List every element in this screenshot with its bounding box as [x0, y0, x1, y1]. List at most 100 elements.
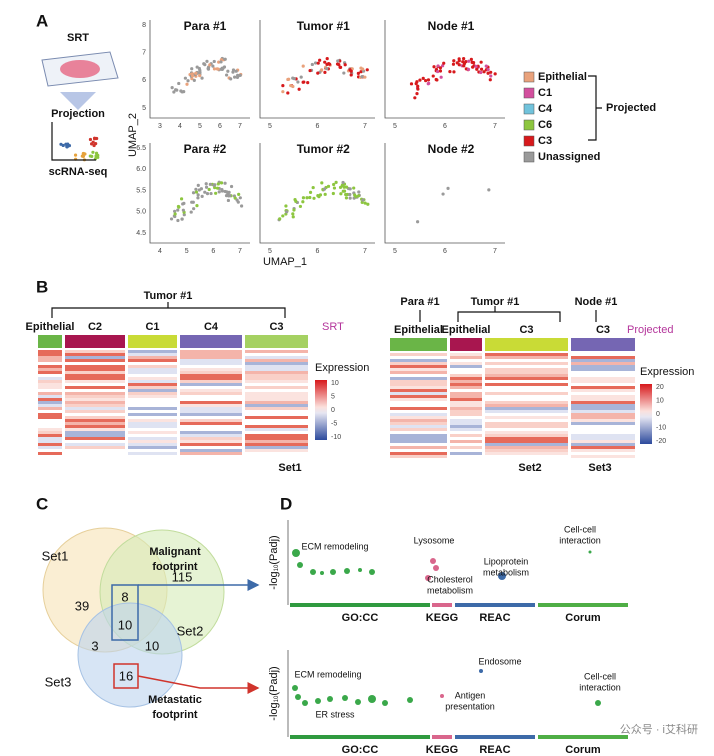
- heatmap-row: [180, 407, 242, 410]
- term-dot: [595, 700, 601, 706]
- cell-point: [278, 217, 282, 221]
- heatmap-row: [65, 452, 125, 455]
- heatmap-row: [65, 353, 125, 356]
- cell-point: [438, 66, 443, 70]
- heatmap-row: [245, 452, 308, 455]
- cell-point: [226, 69, 230, 73]
- colorbar-tick: 10: [656, 397, 664, 404]
- heatmap-row: [38, 395, 62, 398]
- heatmap-row: [485, 434, 568, 437]
- schematic-dot: [88, 137, 93, 142]
- colorbar-tick: 0: [331, 407, 335, 414]
- cell-point: [192, 207, 196, 211]
- cell-point: [281, 84, 285, 88]
- cell-point: [320, 181, 324, 185]
- heatmap-row: [128, 446, 177, 449]
- heatmap-row: [485, 374, 568, 377]
- heatmap-row: [65, 401, 125, 404]
- y-tick-label: 5.0: [136, 209, 146, 216]
- term-label: metabolism: [483, 567, 529, 577]
- term-label: ER stress: [315, 709, 355, 719]
- cell-point: [479, 67, 484, 71]
- heatmap-row: [450, 446, 482, 449]
- cell-point: [363, 201, 367, 205]
- schematic-dot: [59, 142, 63, 146]
- cell-point: [208, 63, 212, 67]
- heatmap-row: [65, 374, 125, 377]
- bracket: [419, 306, 597, 322]
- cell-point: [229, 77, 233, 81]
- heatmap-row: [38, 437, 62, 440]
- heatmap-row: [485, 383, 568, 386]
- heatmap-row: [245, 350, 308, 353]
- cell-point: [233, 75, 237, 79]
- heatmap-row: [245, 365, 308, 368]
- heatmap-row: [38, 443, 62, 446]
- category-label: KEGG: [426, 744, 458, 756]
- panel-label: B: [36, 277, 48, 296]
- footprint-label: Metastatic: [148, 694, 202, 706]
- heatmap-row: [571, 395, 635, 398]
- cell-point: [325, 67, 329, 71]
- cell-point: [204, 182, 208, 186]
- heatmap-row: [450, 416, 482, 419]
- cell-point: [341, 180, 345, 185]
- term-dot: [302, 700, 308, 706]
- cell-point: [334, 180, 338, 185]
- heatmap-row: [245, 446, 308, 449]
- y-label-part: -log: [268, 702, 280, 720]
- heatmap-row: [65, 434, 125, 437]
- plot-axis: [259, 20, 375, 119]
- cell-point: [196, 193, 200, 197]
- heatmap-row: [450, 443, 482, 446]
- heatmap-row: [390, 362, 447, 365]
- legend-title: Expression: [640, 366, 694, 378]
- heatmap-row: [128, 407, 177, 410]
- cell-point: [469, 57, 473, 62]
- term-label: Cell-cell: [564, 524, 596, 534]
- arrow: [137, 675, 260, 694]
- heatmap-row: [390, 377, 447, 380]
- cell-point: [281, 214, 285, 218]
- term-label: Cholesterol: [427, 574, 473, 584]
- cluster-bar: [128, 335, 177, 348]
- heatmap-row: [65, 428, 125, 431]
- heatmap-row: [450, 428, 482, 431]
- y-label-part: -log: [268, 571, 280, 589]
- cell-point: [308, 68, 312, 73]
- plot-title: Tumor #2: [297, 142, 350, 156]
- term-label: Endosome: [478, 656, 521, 666]
- heatmap-row: [245, 410, 308, 413]
- cell-point: [194, 190, 199, 194]
- heatmap-row: [65, 449, 125, 452]
- heatmap-row: [65, 392, 125, 395]
- schematic-source: scRNA-seq: [49, 166, 108, 178]
- cell-point: [470, 60, 474, 64]
- tag: SRT: [322, 321, 344, 333]
- heatmap-row: [128, 431, 177, 434]
- cell-point: [172, 90, 176, 94]
- cell-point: [181, 208, 185, 212]
- cluster-bar: [65, 335, 125, 348]
- heatmap-row: [485, 440, 568, 443]
- cell-point: [200, 194, 204, 199]
- cell-point: [208, 182, 212, 186]
- legend-label: C6: [538, 119, 552, 131]
- legend-label: C1: [538, 87, 552, 99]
- heatmap-row: [485, 455, 568, 458]
- heatmap-row: [180, 374, 242, 377]
- heatmap-row: [390, 434, 447, 437]
- schematic-dot: [91, 140, 95, 144]
- cell-point: [424, 79, 428, 83]
- term-dot: [382, 700, 388, 706]
- count: 39: [75, 598, 89, 613]
- heatmap-row: [450, 455, 482, 458]
- colorbar-tick: 0: [656, 411, 660, 418]
- cell-point: [332, 186, 337, 190]
- term-dot: [430, 558, 436, 564]
- schematic-dot: [83, 152, 87, 156]
- heatmap-row: [180, 353, 242, 356]
- heatmap-row: [485, 392, 568, 395]
- heatmap-row: [450, 356, 482, 359]
- heatmap-row: [180, 416, 242, 419]
